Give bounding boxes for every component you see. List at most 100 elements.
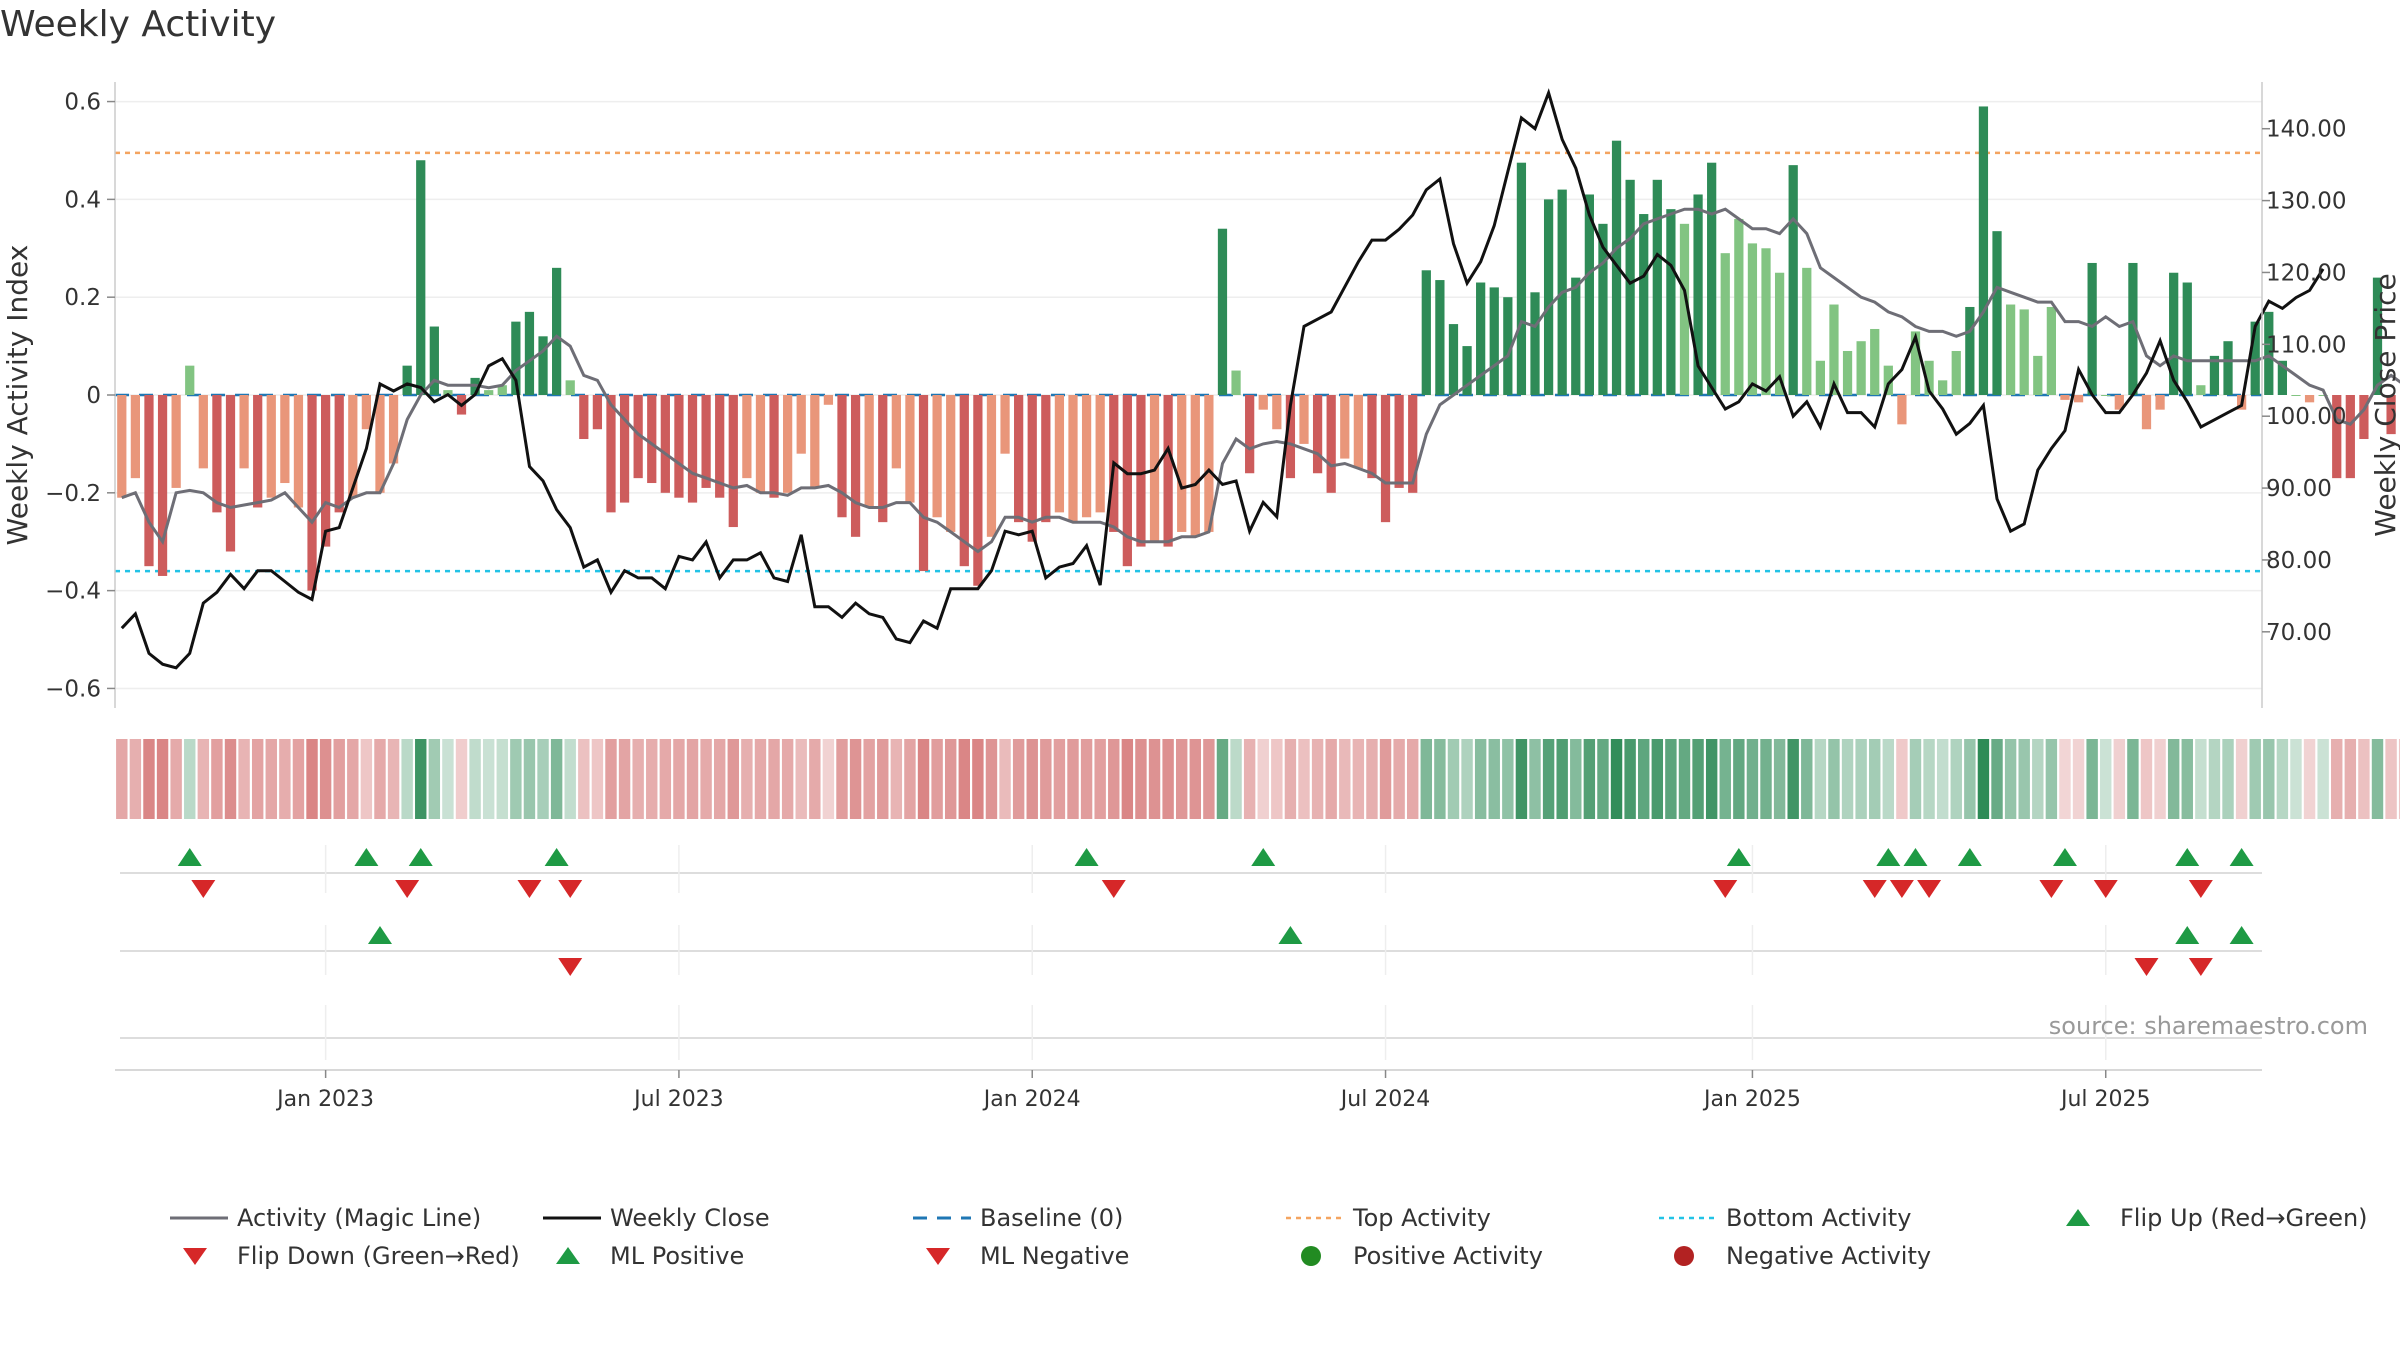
activity-strip-cell <box>1638 739 1650 819</box>
activity-strip-cell <box>1379 739 1392 819</box>
activity-strip-cell <box>944 739 957 819</box>
activity-bar <box>117 395 127 498</box>
activity-strip-cell <box>1040 739 1052 819</box>
activity-strip-cell <box>605 739 617 819</box>
legend-label-baseline: Baseline (0) <box>980 1204 1123 1232</box>
activity-bar <box>2101 395 2111 396</box>
activity-bar <box>307 395 317 591</box>
flip-up-marker <box>1251 848 1276 866</box>
activity-strip-cell <box>1936 739 1949 819</box>
flip-up-marker <box>354 848 379 866</box>
activity-bar <box>2304 395 2315 403</box>
activity-strip-cell <box>700 739 712 819</box>
activity-bar <box>728 395 738 528</box>
activity-bar <box>1625 179 1635 395</box>
activity-bar <box>2155 395 2165 410</box>
legend-label-flipup: Flip Up (Red→Green) <box>2120 1204 2368 1232</box>
activity-strip-cell <box>1243 739 1256 819</box>
activity-bar <box>932 395 942 518</box>
activity-bar <box>484 390 494 395</box>
flip-down-marker <box>1713 880 1738 898</box>
activity-strip-cell <box>1828 739 1840 819</box>
activity-strip-cell <box>333 739 345 819</box>
y-tick-label: 0.4 <box>64 187 101 213</box>
activity-bar <box>1000 395 1010 454</box>
y-tick-label: 0.2 <box>64 285 101 311</box>
activity-strip-cell <box>591 739 604 819</box>
x-tick-label: Jan 2025 <box>1702 1087 1801 1112</box>
x-tick-label: Jan 2023 <box>275 1087 374 1112</box>
flip-down-marker <box>1862 880 1887 898</box>
activity-bar <box>619 395 630 503</box>
activity-strip-cell <box>1108 739 1120 819</box>
flip-down-marker <box>2039 880 2064 898</box>
activity-bar <box>850 395 861 537</box>
activity-strip-cell <box>1474 739 1487 819</box>
activity-strip-cell <box>768 739 780 819</box>
activity-strip-cell <box>795 739 807 819</box>
activity-strip-cell <box>306 739 318 819</box>
weekly-close-line <box>120 88 2325 670</box>
ml-positive-marker <box>2175 926 2200 944</box>
activity-strip-cell <box>1529 739 1541 819</box>
legend-swatch-flipup <box>2066 1209 2090 1226</box>
activity-strip-cell <box>360 739 373 819</box>
activity-bar <box>1421 270 1431 395</box>
activity-bar <box>1679 223 1690 395</box>
flip-up-marker <box>1074 848 1099 866</box>
activity-bar <box>1788 165 1798 395</box>
activity-bar <box>1870 328 1880 395</box>
activity-bar <box>687 395 698 503</box>
activity-strip-cell <box>849 739 862 819</box>
activity-strip-cell <box>1896 739 1908 819</box>
y-right-tick-label: 130.00 <box>2266 189 2346 215</box>
activity-strip-cell <box>1651 739 1664 819</box>
activity-bar <box>1965 306 1975 395</box>
y-right-tick-label: 90.00 <box>2266 476 2332 502</box>
activity-strip-cell <box>2235 739 2248 819</box>
activity-bar <box>1747 243 1758 395</box>
activity-strip-cell <box>211 739 223 819</box>
activity-strip-cell <box>1692 739 1704 819</box>
flip-down-marker <box>2188 880 2213 898</box>
flip-up-marker <box>2052 848 2077 866</box>
activity-bar <box>2087 262 2097 395</box>
activity-bar <box>1068 395 1078 523</box>
activity-bar <box>524 311 535 395</box>
activity-strip-cell <box>1148 739 1161 819</box>
activity-bar <box>959 395 969 567</box>
activity-bar <box>946 395 956 532</box>
activity-strip-cell <box>496 739 508 819</box>
activity-strip-cell <box>1189 739 1202 819</box>
flip-up-marker <box>1876 848 1901 866</box>
activity-bar <box>321 395 331 547</box>
activity-bar <box>1027 395 1037 542</box>
activity-bar <box>1734 218 1744 395</box>
y-tick-label: −0.6 <box>45 676 101 702</box>
activity-strip-cell <box>1882 739 1895 819</box>
activity-strip-cell <box>1420 739 1433 819</box>
activity-bar <box>891 395 901 469</box>
activity-strip-cell <box>1719 739 1731 819</box>
activity-bar <box>2359 395 2369 440</box>
y-tick-label: −0.4 <box>45 579 101 605</box>
activity-strip-cell <box>197 739 210 819</box>
activity-bar <box>837 395 847 518</box>
activity-strip-cell <box>1570 739 1582 819</box>
activity-bar <box>878 395 888 523</box>
activity-bar <box>2019 309 2029 395</box>
activity-strip-cell <box>1787 739 1799 819</box>
activity-bar <box>823 395 834 405</box>
activity-bar <box>1951 350 1961 395</box>
activity-bar <box>185 365 195 395</box>
activity-bar <box>2223 341 2233 395</box>
axes: 0.6 0.4 0.2 0 −0.2 −0.4 −0.6 140.00 130.00 120.00… <box>1 82 2400 708</box>
source-label: source: sharemaestro.com <box>2049 1012 2368 1040</box>
activity-bar <box>2386 395 2396 435</box>
activity-strip-cell <box>523 739 536 819</box>
activity-strip-cell <box>2032 739 2044 819</box>
activity-strip-cell <box>2344 739 2357 819</box>
activity-bar <box>2332 395 2342 479</box>
activity-bar <box>579 395 589 440</box>
